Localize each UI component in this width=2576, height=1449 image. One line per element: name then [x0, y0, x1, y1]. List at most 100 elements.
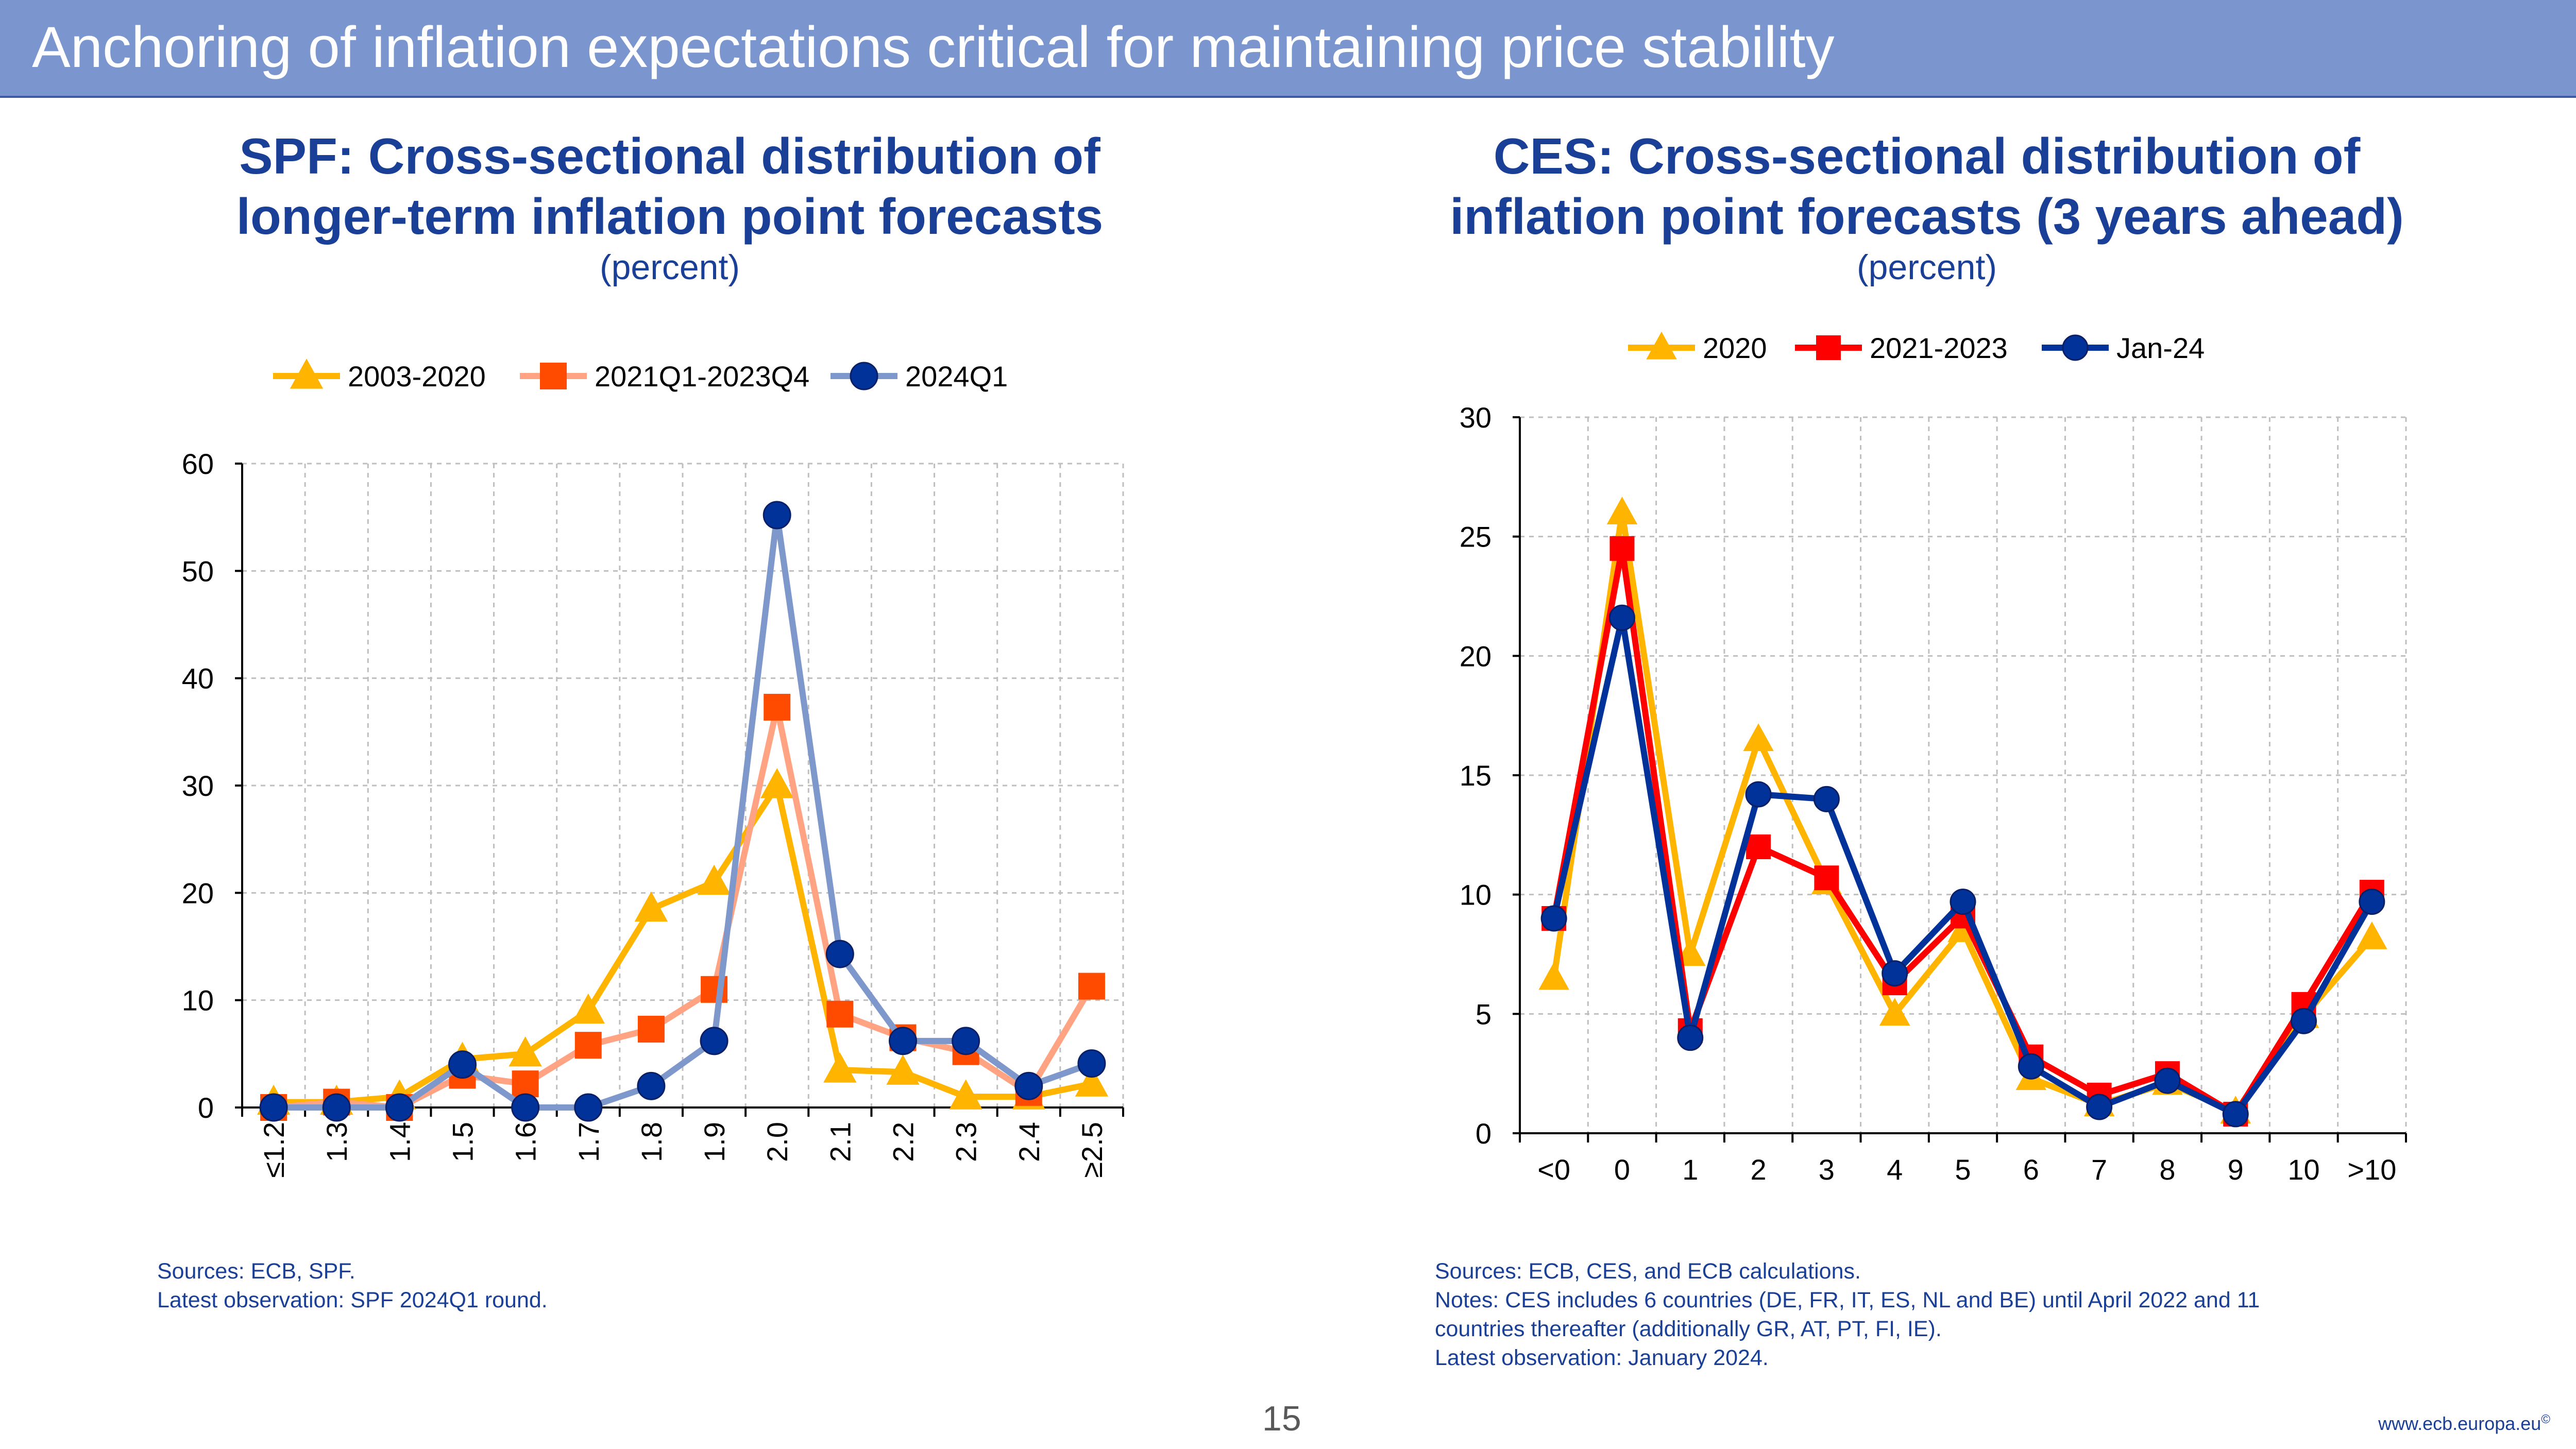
series-1 [1541, 536, 2384, 1127]
right-note-sources: Sources: ECB, CES, and ECB calculations. [1435, 1259, 1861, 1284]
right-note-countries-1: Notes: CES includes 6 countries (DE, FR,… [1435, 1288, 2260, 1312]
y-tick-label: 0 [198, 1092, 214, 1124]
data-point [1609, 536, 1635, 561]
right-chart-title-line1: CES: Cross-sectional distribution of [1493, 128, 2361, 184]
spf-distribution-chart: 0 10 20 30 40 50 60 ≤1.2 1.3 1.4 1.5 1.6 1.7 1.8 1.9 2.… [182, 359, 1124, 1178]
x-tick-label: 0 [1614, 1153, 1630, 1186]
y-tick-label: 5 [1476, 998, 1492, 1030]
page-title: Anchoring of inflation expectations crit… [32, 15, 1835, 79]
data-point [512, 1070, 539, 1098]
data-point [2018, 1053, 2044, 1080]
data-point [571, 993, 605, 1024]
data-point [1538, 962, 1569, 990]
data-point [1075, 1066, 1109, 1097]
y-tick-label: 0 [1476, 1117, 1492, 1150]
x-tick-label: 1.7 [572, 1122, 605, 1162]
legend-label: 2024Q1 [905, 360, 1008, 393]
left-chart-title-line2: longer-term inflation point forecasts [236, 188, 1104, 245]
data-point [1540, 905, 1567, 932]
x-tick-label: ≥2.5 [1076, 1122, 1108, 1178]
y-tick-label: 25 [1460, 521, 1492, 553]
x-tick-label: 1.5 [447, 1122, 479, 1162]
data-point [634, 891, 668, 922]
data-point [1882, 960, 1908, 987]
series-line [274, 782, 1093, 1105]
data-point [1814, 865, 1839, 891]
data-point [1745, 781, 1772, 808]
x-tick-label: 1.4 [383, 1122, 416, 1162]
data-point [1950, 889, 1976, 915]
x-tick-label: >10 [2347, 1153, 2396, 1186]
legend-label: 2003-2020 [348, 360, 486, 393]
legend-label: Jan-24 [2116, 332, 2205, 364]
x-tick-label: 2.2 [887, 1122, 920, 1162]
y-tick-label: 40 [182, 662, 214, 695]
left-note-latest: Latest observation: SPF 2024Q1 round. [157, 1288, 548, 1312]
y-tick-label: 15 [1460, 759, 1492, 792]
x-tick-label: 2.0 [761, 1122, 793, 1162]
copyright-mark: © [2541, 1412, 2550, 1426]
left-chart-title-line1: SPF: Cross-sectional distribution of [239, 128, 1100, 184]
x-tick-label: 2.1 [824, 1122, 856, 1162]
ces-distribution-chart: 0 5 10 15 20 25 30 <0 0 1 2 3 4 5 6 7 8 9 10 >10 2020 2021-20… [1460, 331, 2407, 1186]
series-line [1551, 509, 2375, 1115]
data-point [700, 1027, 728, 1055]
footer-url-text[interactable]: www.ecb.europa.eu [2378, 1413, 2541, 1434]
legend-marker [850, 362, 878, 390]
left-note-sources: Sources: ECB, SPF. [157, 1259, 355, 1284]
data-point [574, 1093, 603, 1122]
legend-marker [1646, 331, 1677, 360]
x-tick-label: 1.8 [635, 1122, 668, 1162]
data-point [826, 1000, 854, 1028]
data-point [1077, 1049, 1106, 1078]
legend-marker [1816, 335, 1841, 360]
x-tick-label: <0 [1537, 1153, 1570, 1186]
data-point [1078, 973, 1105, 1000]
chart-legend: 2020 2021-2023 Jan-24 [1628, 331, 2205, 364]
data-point [1743, 723, 1774, 752]
data-point [2222, 1101, 2249, 1128]
data-point [637, 1071, 666, 1100]
data-point [1606, 497, 1638, 525]
legend-label: 2020 [1703, 332, 1767, 364]
x-tick-label: 6 [2023, 1153, 2039, 1186]
y-tick-label: 10 [182, 984, 214, 1017]
data-point [1014, 1071, 1043, 1100]
x-tick-label: 1.6 [510, 1122, 542, 1162]
header-banner: Anchoring of inflation expectations crit… [0, 0, 2576, 98]
data-point [385, 1093, 414, 1122]
legend-label: 2021-2023 [1870, 332, 2008, 364]
y-tick-label: 50 [182, 555, 214, 587]
data-point [2086, 1094, 2113, 1120]
legend-marker [290, 359, 324, 389]
footer-url[interactable]: www.ecb.europa.eu© [2378, 1412, 2550, 1435]
data-point [697, 864, 731, 895]
right-chart-title-line2: inflation point forecasts (3 years ahead… [1450, 188, 2404, 245]
y-tick-label: 10 [1460, 879, 1492, 911]
x-tick-label: 10 [2287, 1153, 2319, 1186]
x-tick-label: 2.3 [950, 1122, 982, 1162]
series-2 [1540, 604, 2385, 1128]
data-point [889, 1027, 917, 1055]
x-tick-label: 8 [2159, 1153, 2175, 1186]
x-tick-label: ≤1.2 [258, 1122, 290, 1178]
data-point [448, 1050, 477, 1079]
data-point [322, 1093, 351, 1122]
plot-grid [1520, 416, 2407, 1133]
data-point [825, 940, 854, 968]
data-point [2154, 1067, 2181, 1094]
right-note-latest: Latest observation: January 2024. [1435, 1345, 1769, 1370]
legend-marker [540, 363, 567, 389]
y-tick-label: 30 [182, 770, 214, 802]
data-point [762, 501, 791, 530]
data-point [823, 1052, 857, 1083]
data-point [1879, 998, 1910, 1026]
y-tick-label: 60 [182, 448, 214, 480]
data-point [2359, 889, 2385, 915]
left-chart-subtitle: (percent) [599, 248, 740, 287]
data-point [574, 1032, 602, 1059]
x-tick-label: 4 [1887, 1153, 1903, 1186]
series-2 [259, 501, 1106, 1122]
series-1 [260, 693, 1105, 1121]
series-0 [1538, 497, 2387, 1123]
